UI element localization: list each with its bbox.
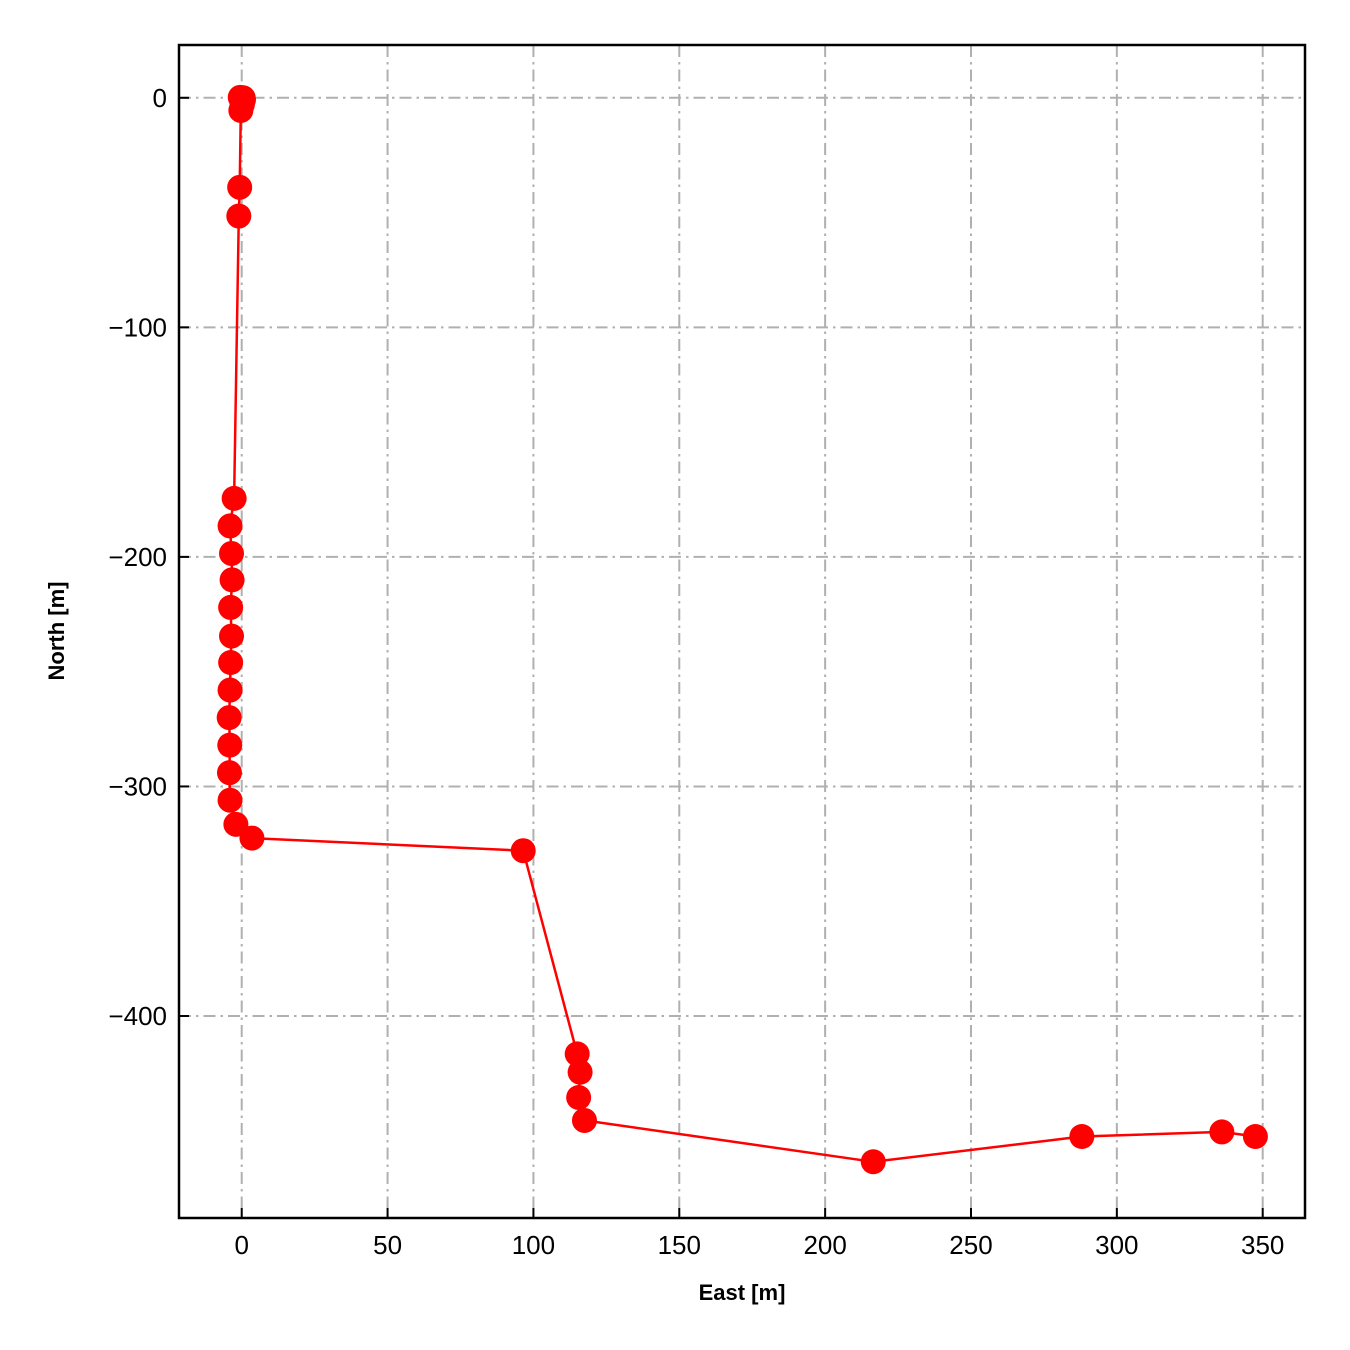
y-tick-label: −400 — [108, 1001, 167, 1031]
y-tick-label: −300 — [108, 771, 167, 801]
series-line — [227, 96, 1256, 1164]
data-point — [227, 174, 253, 200]
x-tick-label: 200 — [803, 1230, 846, 1260]
x-tick-label: 100 — [512, 1230, 555, 1260]
x-tick-label: 50 — [373, 1230, 402, 1260]
data-point — [1209, 1119, 1235, 1145]
data-point — [564, 1041, 590, 1067]
y-tick-label: −100 — [108, 312, 167, 342]
data-point — [219, 623, 245, 649]
data-point — [219, 567, 245, 593]
data-point — [219, 540, 245, 566]
data-point — [226, 203, 252, 229]
data-point — [566, 1084, 592, 1110]
data-point — [218, 649, 244, 675]
data-point — [216, 760, 242, 786]
x-tick-label: 300 — [1095, 1230, 1138, 1260]
x-tick-label: 250 — [949, 1230, 992, 1260]
data-point — [1069, 1124, 1095, 1150]
data-point — [228, 97, 254, 123]
x-tick-label: 0 — [234, 1230, 248, 1260]
plot-frame — [177, 43, 1307, 1220]
axis-ticks: 0 50 100 150 200 250 300 350 0 −100 −200 −300 −400 — [108, 83, 1284, 1260]
data-point — [217, 787, 243, 813]
data-point — [217, 732, 243, 758]
data-point — [221, 485, 247, 511]
x-tick-label: 350 — [1241, 1230, 1284, 1260]
x-tick-label: 150 — [658, 1230, 701, 1260]
data-series — [216, 84, 1268, 1175]
data-point — [217, 677, 243, 703]
data-point — [239, 825, 265, 851]
x-axis-label: East [m] — [699, 1280, 786, 1305]
y-axis-label: North [m] — [44, 582, 69, 681]
data-point — [216, 705, 242, 731]
data-point — [218, 594, 244, 620]
y-tick-label: 0 — [153, 83, 167, 113]
data-point — [217, 513, 243, 539]
data-point — [510, 838, 536, 864]
data-point — [567, 1059, 593, 1085]
data-point — [860, 1149, 886, 1175]
data-point — [1242, 1124, 1268, 1150]
y-tick-label: −200 — [108, 542, 167, 572]
data-point — [571, 1107, 597, 1133]
grid-lines — [179, 45, 1305, 1218]
